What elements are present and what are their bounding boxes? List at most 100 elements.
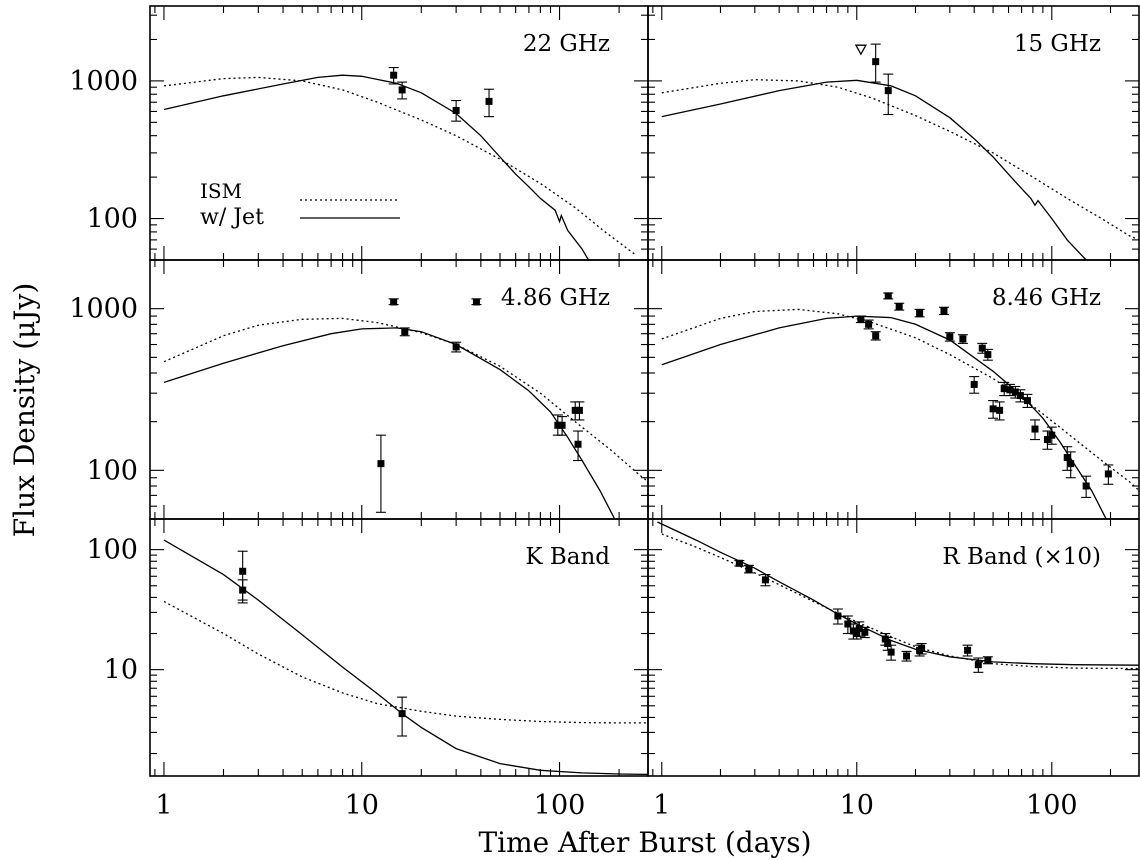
data-point (834, 612, 842, 620)
panel-label: 22 GHz (523, 31, 610, 57)
model-jet-curve (163, 74, 590, 260)
data-point (239, 567, 247, 575)
x-tick-label: 10 (840, 790, 874, 821)
data-point (903, 652, 911, 660)
data-point (855, 625, 863, 633)
model-ism-curve (163, 600, 648, 724)
data-point (1043, 436, 1051, 444)
data-point (574, 440, 582, 448)
data-point (844, 620, 852, 628)
model-curves (661, 308, 1139, 519)
data-point (989, 405, 997, 413)
x-tick-label: 10 (345, 790, 379, 821)
data-point (1016, 392, 1024, 400)
data-point (984, 351, 992, 359)
data-point (1011, 388, 1019, 396)
panel-label: 8.46 GHz (992, 285, 1101, 311)
panel-4-86-ghz: 100 1000 4.86 GHz (69, 259, 649, 520)
data-point (452, 343, 460, 351)
panel-label: K Band (525, 544, 610, 570)
data-point (1048, 431, 1056, 439)
data-point (887, 648, 895, 656)
x-tick-label: 1 (155, 790, 172, 821)
data-point (978, 344, 986, 352)
panel-15-ghz: 15 GHz (647, 5, 1140, 261)
data-point (916, 309, 924, 317)
model-ism-curve (661, 533, 1139, 670)
data-point (398, 86, 406, 94)
model-jet-curve (163, 327, 616, 519)
data-point (865, 320, 873, 328)
data-point (964, 646, 972, 654)
data-point (940, 307, 948, 315)
data-point (996, 406, 1004, 414)
model-curves (661, 79, 1139, 260)
data-point (853, 630, 861, 638)
data-point (571, 406, 579, 414)
data-point (861, 628, 869, 636)
model-ism-curve (163, 76, 636, 255)
model-jet-curve (661, 79, 1087, 260)
legend-label-ism: ISM (200, 179, 242, 203)
data-point (974, 661, 982, 669)
legend-label-jet: w/ Jet (200, 205, 264, 230)
x-axis-label: Time After Burst (days) (478, 826, 811, 859)
data-point (884, 87, 892, 95)
x-tick-label: 100 (1026, 790, 1078, 821)
y-tick-label: 100 (86, 535, 138, 566)
x-tick-label: 1 (653, 790, 670, 821)
data-point (1023, 397, 1031, 405)
data-point (398, 710, 406, 718)
panel-22-ghz: 100 1000 22 GHz (69, 5, 649, 261)
data-point (390, 298, 398, 306)
y-tick-label: 1000 (69, 294, 138, 325)
panel-label: 15 GHz (1014, 31, 1101, 57)
data-point (761, 576, 769, 584)
data-point (390, 71, 398, 79)
y-axis-label: Flux Density (μJy) (8, 283, 41, 538)
data-point (872, 58, 880, 66)
data-point (452, 106, 460, 114)
data-point (881, 635, 889, 643)
panel-8-46-ghz: 8.46 GHz (647, 259, 1140, 520)
y-tick-label: 1000 (69, 66, 138, 97)
x-tick-label: 100 (534, 790, 586, 821)
data-point (558, 421, 566, 429)
data-point (918, 645, 926, 653)
data-point (857, 315, 865, 323)
data-point (485, 97, 493, 105)
data-point (1063, 454, 1071, 462)
data-point (946, 333, 954, 341)
panels: 100 1000 22 GHz 15 GHz 100 1000 4.86 GHz 8.46 G… (69, 5, 1140, 821)
data-point (984, 656, 992, 664)
upper-limit-marker (854, 44, 868, 56)
data-point (1031, 425, 1039, 433)
data-point (554, 421, 562, 429)
model-curves (163, 539, 648, 776)
data-point (735, 559, 743, 567)
model-ism-curve (661, 308, 1139, 491)
data-point (401, 328, 409, 336)
data-point (472, 298, 480, 306)
data-point (1000, 385, 1008, 393)
panel-label: R Band (×10) (942, 544, 1101, 570)
data-point (239, 586, 247, 594)
model-ism-curve (661, 79, 1139, 241)
data-point (1067, 460, 1075, 468)
data-point (872, 332, 880, 340)
data-point (1006, 386, 1014, 394)
panel-r-band-10: 1 10 100 R Band (×10) (647, 518, 1140, 821)
y-tick-label: 10 (104, 655, 138, 686)
data-point (884, 292, 892, 300)
model-jet-curve (163, 539, 648, 776)
model-jet-curve (661, 315, 1107, 519)
data-point (1104, 470, 1112, 478)
model-ism-curve (163, 317, 648, 483)
data-point (959, 335, 967, 343)
data-point (895, 303, 903, 311)
y-tick-label: 100 (86, 455, 138, 486)
data-point (1082, 482, 1090, 490)
panel-label: 4.86 GHz (501, 285, 610, 311)
data-point (575, 406, 583, 414)
